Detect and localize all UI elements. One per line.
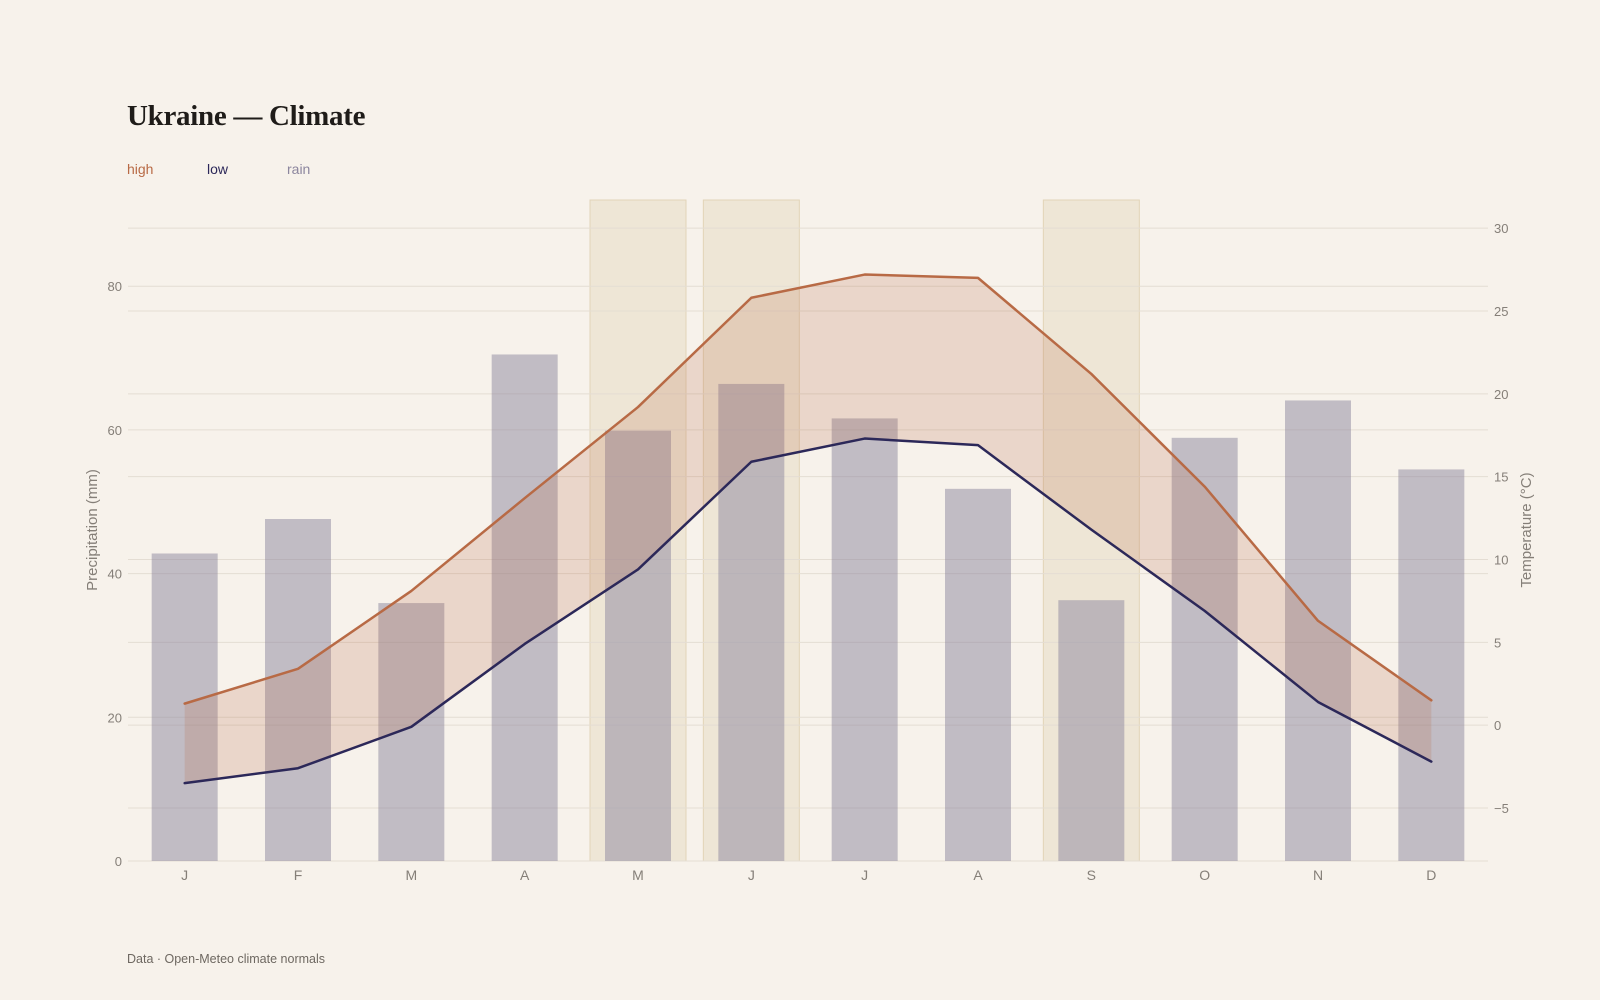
x-tick-label: J xyxy=(748,867,755,883)
x-tick-label: N xyxy=(1313,867,1323,883)
rain-bar xyxy=(1398,469,1465,861)
y-left-tick-label: 40 xyxy=(108,567,122,582)
rain-bar xyxy=(1285,400,1351,861)
y-axis-left-label: Precipitation (mm) xyxy=(84,469,101,591)
x-tick-label: A xyxy=(973,867,983,883)
x-tick-label: A xyxy=(520,867,530,883)
rain-bar xyxy=(265,519,331,861)
source-note: Data · Open-Meteo climate normals xyxy=(127,952,325,966)
rain-bar xyxy=(151,553,218,861)
y-left-tick-label: 60 xyxy=(108,423,122,438)
y-axis-right-label: Temperature (°C) xyxy=(1518,472,1535,587)
x-tick-label: J xyxy=(181,867,188,883)
y-right-tick-label: −5 xyxy=(1494,801,1509,816)
rain-bar xyxy=(945,488,1011,861)
rain-bar xyxy=(831,418,898,861)
x-tick-label: F xyxy=(294,867,303,883)
temperature-range-area xyxy=(184,274,1432,784)
x-tick-label: J xyxy=(861,867,868,883)
rain-bar xyxy=(491,354,558,861)
axis-ticks: 0 20 40 60 80 −5 0 5 10 15 20 25 30 J F M A M J J A S O N D xyxy=(108,221,1509,883)
low-line xyxy=(183,437,1433,785)
rain-bar xyxy=(378,603,445,861)
y-left-tick-label: 80 xyxy=(108,279,122,294)
y-left-tick-label: 20 xyxy=(108,710,122,725)
y-right-tick-label: 25 xyxy=(1494,304,1508,319)
x-tick-label: S xyxy=(1087,867,1096,883)
temperature-range-area xyxy=(184,274,1432,784)
x-tick-label: M xyxy=(632,867,644,883)
y-right-tick-label: 30 xyxy=(1494,221,1508,236)
y-right-tick-label: 15 xyxy=(1494,470,1508,485)
legend-low: low xyxy=(207,161,229,177)
x-tick-label: M xyxy=(405,867,417,883)
legend-rain: rain xyxy=(287,161,311,177)
x-tick-label: D xyxy=(1426,867,1436,883)
y-right-tick-label: 20 xyxy=(1494,387,1508,402)
rain-bar xyxy=(1171,437,1238,861)
y-right-tick-label: 10 xyxy=(1494,552,1508,567)
rain-bar xyxy=(605,430,671,861)
legend-high: high xyxy=(127,161,154,177)
y-left-tick-label: 0 xyxy=(115,854,122,869)
y-right-tick-label: 0 xyxy=(1494,718,1501,733)
rain-bar xyxy=(1058,600,1125,861)
y-right-tick-label: 5 xyxy=(1494,635,1501,650)
high-line xyxy=(183,273,1433,705)
rain-bars xyxy=(151,354,1465,861)
chart-title: Ukraine — Climate xyxy=(127,100,366,132)
x-tick-label: O xyxy=(1199,867,1210,883)
temperature-lines xyxy=(183,273,1433,785)
